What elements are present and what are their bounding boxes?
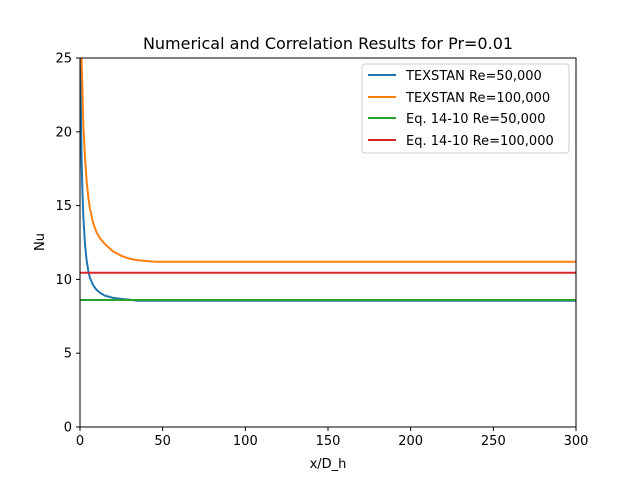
- legend-label-texstan-re-100000: TEXSTAN Re=100,000: [405, 91, 550, 106]
- legend-box: [361, 63, 570, 154]
- legend: TEXSTAN Re=50,000 TEXSTAN Re=100,000 Eq.…: [361, 63, 570, 154]
- y-axis: 0 5 10 15 20 25: [55, 52, 80, 436]
- series-line-1: [80, 58, 576, 263]
- x-tick-label: 150: [316, 434, 341, 449]
- legend-label-texstan-re-50000: TEXSTAN Re=50,000: [405, 69, 542, 84]
- legend-label-eq-14-10-re-50000: Eq. 14-10 Re=50,000: [406, 112, 545, 127]
- x-tick-label: 300: [564, 434, 589, 449]
- y-tick-label: 15: [55, 199, 72, 214]
- y-tick-label: 5: [64, 347, 72, 362]
- y-tick-label: 10: [55, 273, 72, 288]
- x-tick-label: 50: [154, 434, 171, 449]
- y-tick-label: 20: [55, 125, 72, 140]
- chart-title: Numerical and Correlation Results for Pr…: [143, 34, 513, 53]
- y-axis-label: Nu: [33, 233, 48, 251]
- x-axis: 0 50 100 150 200 250 300: [76, 427, 589, 449]
- x-tick-label: 250: [481, 434, 506, 449]
- x-tick-label: 200: [398, 434, 423, 449]
- series-layer: [80, 58, 576, 302]
- y-tick-label: 0: [64, 421, 72, 436]
- x-axis-label: x/D_h: [310, 457, 347, 472]
- x-tick-label: 100: [233, 434, 258, 449]
- legend-label-eq-14-10-re-100000: Eq. 14-10 Re=100,000: [406, 134, 554, 149]
- y-tick-label: 25: [55, 52, 72, 67]
- x-tick-label: 0: [76, 434, 84, 449]
